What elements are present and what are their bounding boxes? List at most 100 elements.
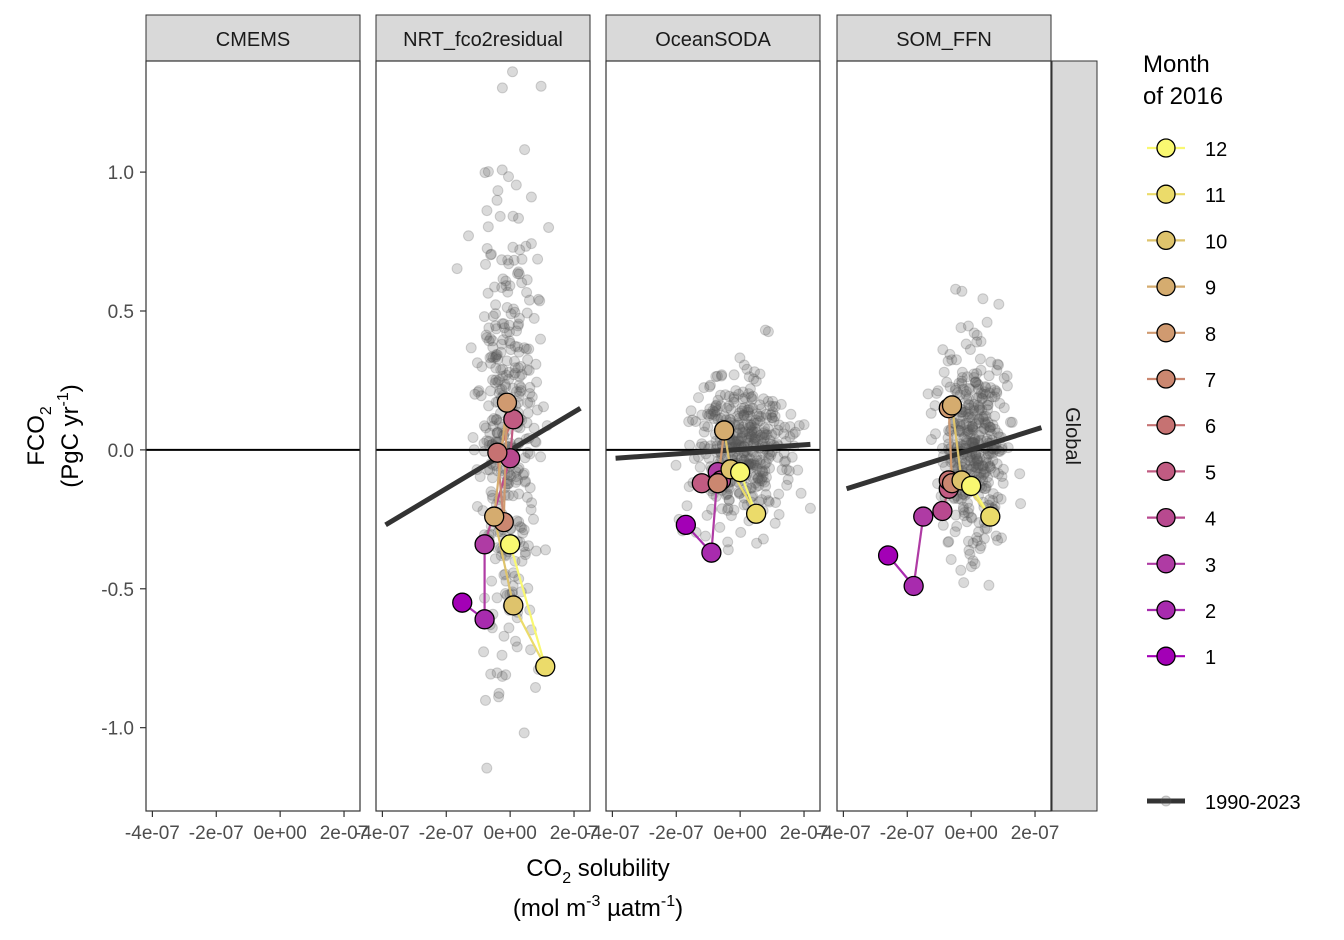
background-point bbox=[501, 355, 513, 367]
background-point bbox=[983, 370, 995, 382]
background-point bbox=[532, 253, 544, 265]
background-point bbox=[670, 459, 682, 471]
background-point bbox=[1001, 380, 1013, 392]
background-point bbox=[749, 366, 760, 378]
background-point bbox=[509, 340, 521, 352]
background-point bbox=[991, 458, 1003, 470]
background-point bbox=[754, 457, 766, 469]
background-point bbox=[760, 471, 772, 483]
background-point bbox=[964, 344, 976, 355]
background-point bbox=[481, 762, 493, 774]
legend-fit-label: 1990-2023 bbox=[1205, 792, 1301, 814]
background-point bbox=[975, 364, 987, 376]
legend-month-label: 4 bbox=[1205, 509, 1216, 531]
background-point bbox=[795, 487, 807, 499]
background-point bbox=[956, 375, 968, 387]
background-point bbox=[747, 402, 759, 414]
background-point bbox=[496, 318, 508, 330]
background-point bbox=[982, 399, 994, 411]
background-point bbox=[745, 421, 757, 433]
background-point bbox=[482, 287, 494, 299]
background-point bbox=[793, 420, 805, 432]
legend-month-label: 2 bbox=[1205, 601, 1216, 623]
background-point bbox=[733, 435, 745, 447]
background-point bbox=[734, 423, 746, 434]
background-point bbox=[756, 473, 767, 485]
background-point bbox=[722, 504, 734, 516]
monthly-point-7 bbox=[707, 473, 728, 494]
background-point bbox=[986, 391, 998, 403]
background-point bbox=[487, 420, 499, 432]
background-point bbox=[481, 205, 493, 217]
background-point bbox=[518, 342, 530, 354]
background-point bbox=[959, 431, 971, 443]
background-point bbox=[505, 308, 517, 320]
background-point bbox=[965, 511, 977, 523]
background-point bbox=[741, 363, 753, 375]
background-point bbox=[979, 467, 990, 479]
background-point bbox=[722, 487, 733, 499]
background-point bbox=[511, 325, 522, 337]
background-point bbox=[515, 382, 527, 393]
background-point bbox=[734, 352, 746, 364]
background-point bbox=[980, 456, 992, 468]
background-point bbox=[792, 464, 804, 476]
background-point bbox=[499, 379, 511, 390]
background-point bbox=[509, 306, 521, 318]
background-point bbox=[736, 402, 748, 414]
background-point bbox=[748, 417, 760, 429]
background-point bbox=[491, 427, 503, 439]
background-point bbox=[522, 397, 534, 409]
background-point bbox=[489, 281, 501, 293]
background-point bbox=[964, 424, 976, 435]
background-point bbox=[751, 427, 763, 439]
background-point bbox=[759, 429, 771, 441]
background-point bbox=[980, 418, 992, 430]
background-point bbox=[784, 421, 796, 433]
x-axis-title-line1: CO2 solubility bbox=[526, 855, 670, 887]
background-point bbox=[967, 423, 979, 435]
background-point bbox=[728, 396, 740, 408]
background-point bbox=[964, 403, 976, 415]
background-point bbox=[968, 398, 980, 410]
background-point bbox=[951, 520, 963, 532]
background-point bbox=[978, 533, 990, 545]
background-point bbox=[728, 435, 740, 447]
background-point bbox=[490, 299, 502, 311]
legend-month-label: 3 bbox=[1205, 555, 1216, 577]
background-point bbox=[979, 386, 991, 398]
background-point bbox=[967, 424, 979, 436]
background-point bbox=[962, 320, 974, 332]
background-point bbox=[746, 424, 758, 436]
background-point bbox=[502, 286, 514, 298]
background-point bbox=[786, 451, 798, 463]
background-point bbox=[983, 477, 994, 488]
monthly-path-segment bbox=[496, 452, 505, 523]
background-point bbox=[696, 438, 708, 450]
legend-key-point bbox=[1156, 184, 1176, 204]
background-point bbox=[700, 530, 711, 542]
background-point bbox=[497, 273, 509, 285]
monthly-path-segment bbox=[950, 405, 963, 481]
background-point bbox=[517, 469, 529, 481]
background-point bbox=[492, 353, 504, 365]
background-point bbox=[500, 280, 512, 292]
background-point bbox=[744, 383, 756, 395]
background-point bbox=[711, 405, 723, 417]
background-point bbox=[515, 385, 527, 397]
background-point bbox=[961, 437, 972, 449]
y-tick-label: -0.5 bbox=[101, 580, 134, 601]
background-point bbox=[750, 481, 762, 493]
panel-CMEMS: CMEMS -4e-07 -2e-07 0e+00 2e-07 bbox=[125, 14, 368, 844]
background-point bbox=[954, 415, 966, 427]
background-point bbox=[535, 333, 546, 345]
legend-fit-key-point bbox=[1160, 795, 1172, 807]
background-point bbox=[981, 316, 993, 328]
background-point bbox=[496, 649, 508, 661]
x-tick-label: 0e+00 bbox=[713, 823, 766, 844]
background-point bbox=[750, 414, 762, 426]
background-point bbox=[958, 507, 970, 518]
legend-key-point bbox=[1156, 507, 1176, 528]
background-point bbox=[685, 405, 697, 417]
background-point bbox=[967, 409, 979, 420]
